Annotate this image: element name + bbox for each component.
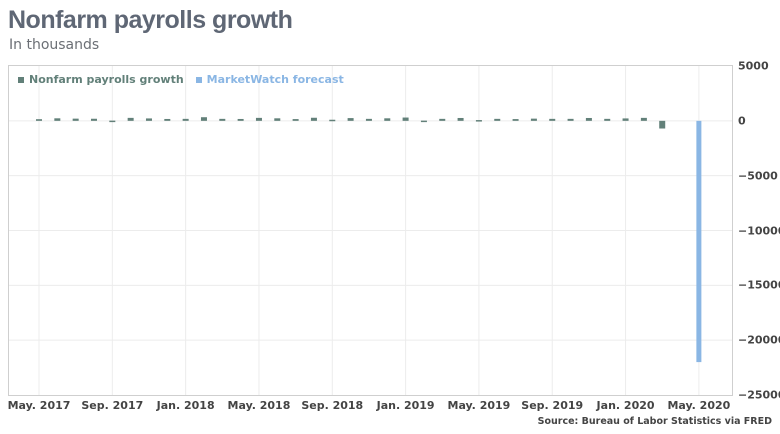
x-tick-label: Jan. 2019 <box>376 399 435 412</box>
payrolls-bar[interactable] <box>90 118 97 121</box>
payrolls-bar[interactable] <box>512 119 519 121</box>
payrolls-bar[interactable] <box>237 118 244 121</box>
payrolls-bar[interactable] <box>457 117 464 121</box>
payrolls-bar[interactable] <box>200 117 207 121</box>
payrolls-bar[interactable] <box>439 118 446 121</box>
y-tick-label: 5000 <box>738 59 769 73</box>
source-note: Source: Bureau of Labor Statistics via F… <box>537 416 772 427</box>
payrolls-bar[interactable] <box>567 118 574 121</box>
legend-swatch-forecast <box>195 76 202 83</box>
payrolls-bar[interactable] <box>549 118 556 121</box>
payrolls-bar[interactable] <box>384 118 391 121</box>
y-tick-label: −25000 <box>738 388 780 402</box>
payrolls-bar[interactable] <box>604 118 611 121</box>
y-tick-label: −10000 <box>738 224 780 237</box>
x-tick-label: May. 2019 <box>447 399 511 412</box>
chart-subtitle: In thousands <box>9 37 100 53</box>
y-tick-label: −5000 <box>738 169 778 183</box>
payrolls-bar[interactable] <box>72 118 79 121</box>
payrolls-bar[interactable] <box>292 119 299 121</box>
payrolls-bar[interactable] <box>310 117 317 121</box>
x-tick-label: Sep. 2018 <box>301 399 364 412</box>
payrolls-bar[interactable] <box>109 120 116 123</box>
y-tick-label: 0 <box>738 114 746 128</box>
payrolls-bar[interactable] <box>659 120 666 129</box>
payrolls-bar[interactable] <box>402 117 409 121</box>
payrolls-bar[interactable] <box>164 118 171 121</box>
forecast-bar[interactable] <box>696 120 702 363</box>
x-tick-label: Sep. 2019 <box>521 399 584 412</box>
payrolls-bar[interactable] <box>329 119 336 122</box>
x-tick-label: Sep. 2017 <box>81 399 144 412</box>
legend-label-nonfarm: Nonfarm payrolls growth <box>29 73 184 86</box>
payrolls-bar[interactable] <box>347 118 354 121</box>
x-tick-label: May. 2018 <box>227 399 291 412</box>
chart-title: Nonfarm payrolls growth <box>8 6 293 34</box>
payrolls-bar[interactable] <box>182 118 189 121</box>
payrolls-bar[interactable] <box>475 120 482 122</box>
x-tick-label: Jan. 2020 <box>596 399 655 412</box>
payrolls-bar[interactable] <box>640 117 647 121</box>
payrolls-bar[interactable] <box>145 118 152 121</box>
x-tick-label: May. 2017 <box>7 399 71 412</box>
payrolls-bar[interactable] <box>255 117 262 121</box>
payrolls-bar[interactable] <box>585 117 592 121</box>
y-tick-label: −20000 <box>738 333 780 347</box>
payrolls-bar[interactable] <box>494 118 501 121</box>
legend-item-forecast[interactable]: MarketWatch forecast <box>195 73 344 86</box>
payrolls-bar[interactable] <box>219 118 226 121</box>
x-tick-label: Jan. 2018 <box>156 399 215 412</box>
payrolls-bar[interactable] <box>420 120 427 123</box>
y-tick-label: −15000 <box>738 278 780 292</box>
payrolls-bar[interactable] <box>530 118 537 121</box>
legend-swatch-nonfarm <box>18 76 24 83</box>
x-tick-label: May. 2020 <box>667 399 731 412</box>
legend-item-nonfarm[interactable]: Nonfarm payrolls growth <box>18 73 184 86</box>
payrolls-bar[interactable] <box>274 118 281 121</box>
payrolls-bar[interactable] <box>54 118 61 121</box>
legend-label-forecast: MarketWatch forecast <box>206 73 344 86</box>
payrolls-bar[interactable] <box>127 117 134 121</box>
payrolls-bar[interactable] <box>622 118 629 121</box>
legend: Nonfarm payrolls growth MarketWatch fore… <box>18 73 344 86</box>
payrolls-bar[interactable] <box>36 119 42 121</box>
payrolls-bar[interactable] <box>365 118 372 121</box>
